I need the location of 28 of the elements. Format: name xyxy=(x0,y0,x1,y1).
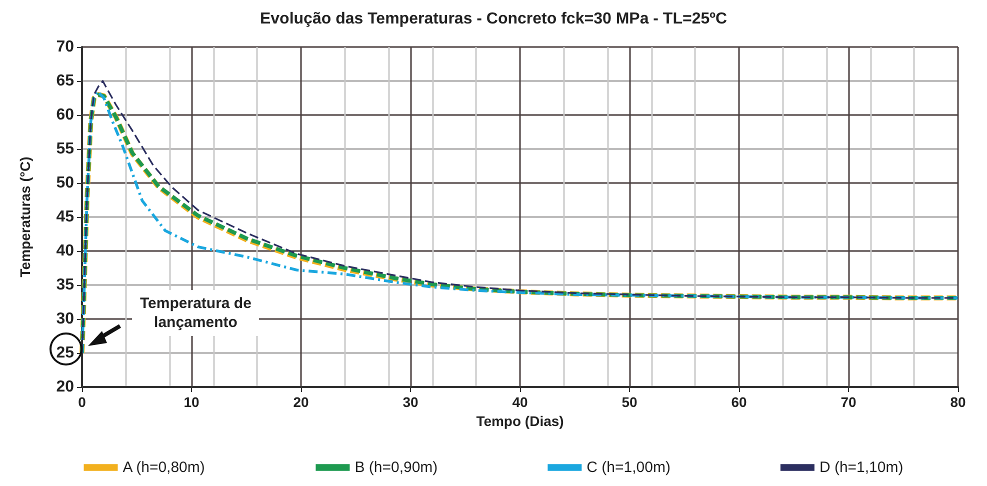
x-tick-label: 30 xyxy=(402,394,418,410)
legend-label: C (h=1,00m) xyxy=(586,459,670,476)
y-tick-label: 50 xyxy=(56,174,74,192)
legend-label: A (h=0,80m) xyxy=(122,459,205,476)
y-axis-title: Temperaturas (°C) xyxy=(17,156,33,278)
y-tick-label: 45 xyxy=(56,208,74,226)
y-tick-label: 60 xyxy=(56,106,74,124)
y-tick-label: 20 xyxy=(56,378,74,396)
x-tick-label: 20 xyxy=(293,394,309,410)
chart-title: Evolução das Temperaturas - Concreto fck=30 MPa - TL=25ºC xyxy=(260,10,728,28)
y-tick-label: 30 xyxy=(56,310,74,328)
x-tick-label: 80 xyxy=(950,394,966,410)
x-tick-label: 50 xyxy=(622,394,638,410)
x-axis-title: Tempo (Dias) xyxy=(476,412,564,429)
x-tick-label: 70 xyxy=(840,394,856,410)
x-tick-label: 0 xyxy=(78,394,86,410)
y-tick-label: 55 xyxy=(56,140,74,158)
legend-label: B (h=0,90m) xyxy=(354,459,438,476)
x-tick-label: 60 xyxy=(731,394,747,410)
y-tick-label: 40 xyxy=(56,242,74,260)
y-tick-label: 70 xyxy=(56,38,74,56)
y-tick-label: 35 xyxy=(56,276,74,294)
annotation: Temperatura de lançamento xyxy=(132,290,260,336)
y-tick-label: 65 xyxy=(56,72,74,90)
legend-label: D (h=1,10m) xyxy=(819,459,904,476)
y-tick-label: 25 xyxy=(56,344,74,362)
x-tick-label: 10 xyxy=(184,394,200,410)
x-tick-label: 40 xyxy=(512,394,528,410)
